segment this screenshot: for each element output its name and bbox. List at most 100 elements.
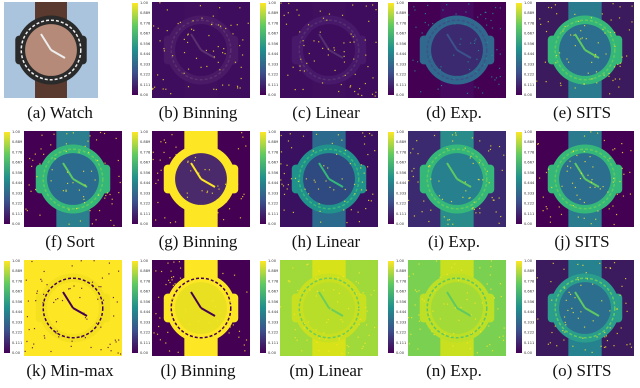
image-noise — [357, 93, 359, 95]
image-noise — [614, 45, 616, 48]
colorbar — [388, 3, 394, 95]
image-noise — [602, 28, 604, 31]
image-noise — [559, 82, 562, 84]
image-noise — [477, 87, 480, 89]
colorbar-tick-label: 0.556 — [268, 42, 279, 46]
image-noise — [315, 329, 317, 331]
image-noise — [616, 308, 618, 310]
image-hand — [456, 178, 472, 188]
image-noise — [241, 54, 244, 56]
colorbar-tick-label: 0.778 — [268, 150, 279, 154]
image-noise — [204, 168, 206, 171]
image-noise — [442, 9, 444, 11]
image-noise — [475, 38, 477, 40]
image-noise — [469, 347, 471, 350]
image-noise — [569, 293, 572, 296]
image-noise — [569, 160, 571, 162]
image-inner-ring — [298, 277, 360, 339]
image-noise — [408, 317, 410, 319]
image-noise — [96, 159, 99, 162]
image-noise — [195, 57, 198, 59]
image-noise — [416, 140, 418, 142]
image-noise — [440, 84, 443, 87]
colorbar-tick-label: 0.889 — [140, 11, 151, 15]
image-noise — [427, 4, 429, 6]
image-noise — [477, 50, 480, 52]
image-noise — [536, 80, 538, 82]
image-hand — [200, 178, 216, 188]
colorbar-tick-label: 0.222 — [12, 331, 22, 335]
image-hand — [62, 291, 74, 309]
image-noise — [408, 199, 410, 202]
colorbar-tick-label: 0.444 — [524, 310, 535, 314]
image-noise — [93, 260, 95, 262]
image-noise — [153, 332, 155, 334]
image-noise — [222, 52, 224, 54]
image-inner-ring — [170, 19, 232, 81]
image-noise — [159, 339, 162, 341]
image-noise — [354, 90, 356, 93]
image-noise — [629, 171, 631, 173]
image-noise — [545, 80, 547, 83]
image-noise — [87, 151, 90, 154]
image-noise — [283, 193, 286, 195]
colorbar-tick-label: 0.111 — [268, 341, 278, 345]
image-noise — [619, 78, 621, 80]
image-noise — [603, 139, 605, 142]
image-noise — [460, 306, 462, 309]
colorbar-tick-label: 0.889 — [524, 269, 535, 273]
image-noise — [228, 84, 230, 86]
image-noise — [315, 133, 318, 135]
colorbar-tick-label: 1.00 — [140, 130, 149, 134]
image-noise — [69, 287, 71, 290]
colorbar-tick-label: 0.667 — [268, 32, 278, 36]
image-noise — [354, 193, 356, 195]
image-noise — [183, 72, 185, 74]
image-noise — [104, 162, 106, 164]
image-noise — [452, 223, 454, 225]
image-hand — [190, 291, 202, 309]
image-noise — [186, 196, 189, 198]
colorbar — [132, 3, 138, 95]
image-noise — [548, 6, 550, 9]
image-noise — [293, 313, 296, 315]
image-noise — [318, 337, 320, 340]
image-noise — [465, 11, 467, 13]
image-noise — [613, 177, 615, 179]
image-noise — [70, 345, 72, 347]
image-noise — [189, 149, 191, 151]
image-noise — [453, 54, 455, 56]
image-noise — [118, 339, 120, 341]
image-noise — [294, 337, 296, 339]
image-noise — [108, 262, 111, 264]
image-noise — [206, 190, 209, 192]
image-noise — [286, 164, 288, 166]
panel: 1.00 0.889 0.778 0.667 0.556 0.444 0.333 0.222 0… — [132, 259, 250, 380]
image-noise — [61, 299, 64, 302]
image-noise — [57, 298, 59, 300]
image-noise — [36, 175, 38, 178]
image-noise — [563, 268, 565, 270]
image-noise — [494, 6, 497, 9]
image-noise — [170, 276, 173, 279]
image-noise — [496, 49, 498, 51]
image-noise — [412, 59, 414, 61]
image-hand — [190, 162, 202, 180]
image-noise — [608, 72, 610, 75]
image-noise — [549, 342, 551, 344]
image-noise — [433, 334, 435, 336]
panel-caption: (n) Exp. — [426, 361, 482, 380]
image-noise — [171, 134, 173, 136]
panel: 1.00 0.889 0.778 0.667 0.556 0.444 0.333 0.222 0… — [388, 259, 506, 380]
image-noise — [66, 171, 69, 173]
image-noise — [604, 331, 606, 334]
image-noise — [498, 197, 500, 199]
image-noise — [66, 182, 69, 185]
image-noise — [288, 281, 290, 283]
image-noise — [612, 205, 614, 207]
image-noise — [583, 201, 586, 204]
image-noise — [318, 270, 320, 272]
image-noise — [84, 316, 87, 319]
image-noise — [583, 217, 585, 219]
image-noise — [65, 150, 67, 153]
